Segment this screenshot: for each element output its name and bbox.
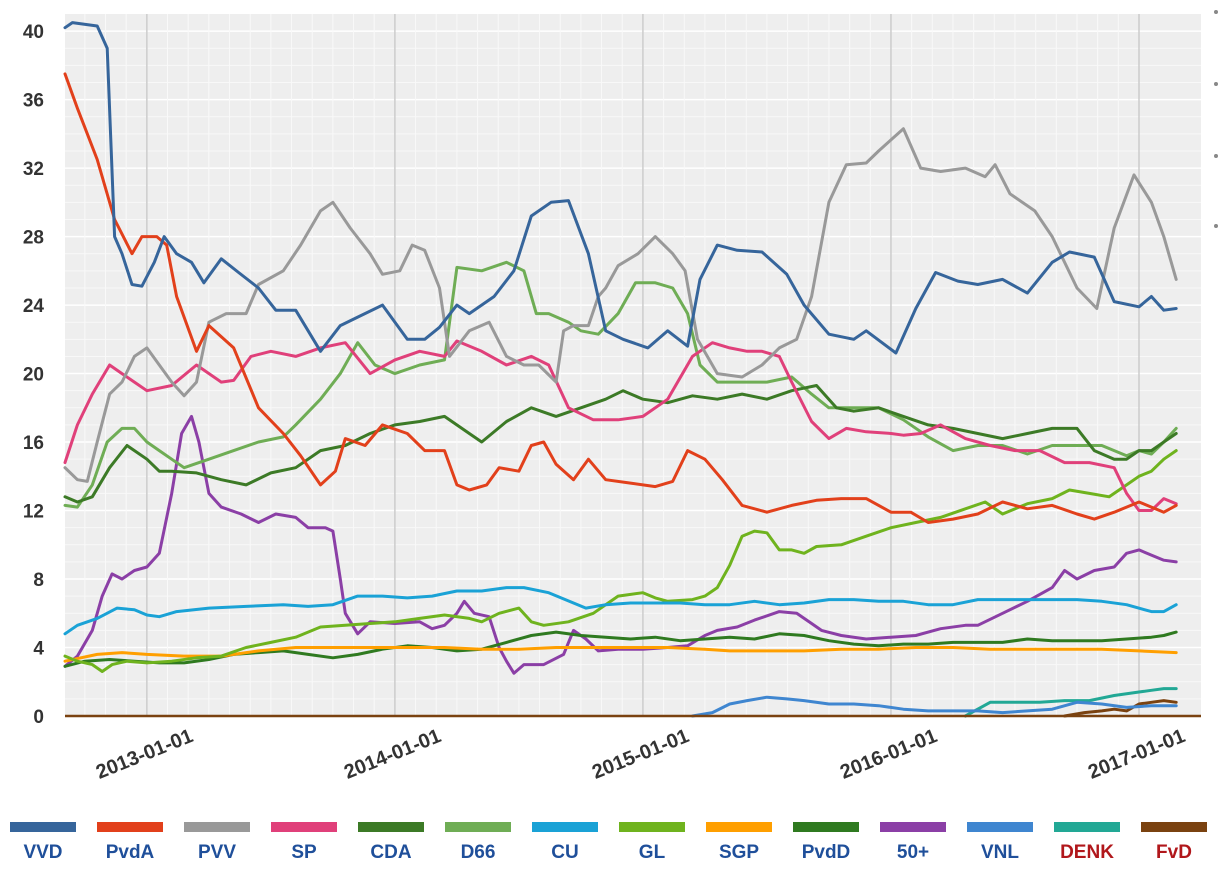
series-line-denk [963,687,1178,718]
legend-label: DENK [1060,842,1114,863]
legend-item-pvdd[interactable]: PvdD [791,822,861,864]
legend-swatch [967,822,1033,832]
legend-label: CDA [370,842,412,863]
legend-swatch [793,822,859,832]
legend-item-pvda[interactable]: PvdA [95,822,165,864]
x-tick-label: 2015-01-01 [589,725,692,784]
legend-swatch [619,822,685,832]
legend-label: PvdD [801,842,851,863]
series-line-vvd [63,21,1178,355]
legend-swatch [1141,822,1207,832]
line-chart: 0 4 8 12 16 20 24 28 32 36 40 2013-01-01 2014-01-01 2… [23,10,1218,784]
edge-dot [1214,82,1218,86]
edge-dot [1214,154,1218,158]
legend-swatch [445,822,511,832]
series-line-vnl [691,695,1178,718]
legend-label: SGP [718,842,760,863]
y-tick-label: 36 [23,91,44,112]
edge-dot [1214,224,1218,228]
legend-label: PVV [197,842,237,863]
legend-item-50[interactable]: 50+ [878,822,948,864]
legend-item-sgp[interactable]: SGP [704,822,774,864]
y-tick-label: 4 [33,639,44,660]
x-tick-label: 2013-01-01 [93,725,196,784]
legend-label: CU [551,842,579,863]
legend-label: VVD [23,842,63,863]
gridlines [65,14,1201,717]
legend-item-cda[interactable]: CDA [356,822,426,864]
legend-swatch [880,822,946,832]
legend-item-pvv[interactable]: PVV [182,822,252,864]
legend-swatch [532,822,598,832]
legend-swatch [97,822,163,832]
legend: VVD PvdA PVV SP CDA D66 CU GL SGP PvdD 50+ VNL DENK F… [8,822,1218,872]
y-tick-label: 24 [23,296,45,317]
y-tick-label: 28 [23,228,44,249]
legend-swatch [10,822,76,832]
legend-swatch [184,822,250,832]
series-line-cda [63,384,1178,504]
legend-label: SP [291,842,317,863]
series-line-gl [63,449,1178,673]
x-tick-label: 2016-01-01 [837,725,940,784]
series-line-50 [63,414,1178,675]
legend-label: VNL [981,842,1019,863]
legend-item-denk[interactable]: DENK [1052,822,1122,864]
legend-swatch [358,822,424,832]
x-tick-label: 2014-01-01 [341,725,444,784]
y-tick-label: 40 [23,22,44,43]
series-lines [63,21,1201,718]
y-tick-label: 12 [23,502,44,523]
plot-background [65,14,1201,716]
legend-label: GL [638,842,666,863]
legend-label: D66 [460,842,496,863]
series-line-pvv [63,127,1178,483]
y-tick-label: 16 [23,433,44,454]
legend-swatch [1054,822,1120,832]
edge-dot [1214,10,1218,14]
legend-label: PvdA [105,842,155,863]
legend-swatch [271,822,337,832]
series-line-pvda [63,72,1178,524]
series-line-fvd [1063,699,1178,718]
y-tick-label: 20 [23,365,44,386]
right-edge-markers [1214,10,1218,228]
series-line-cu [63,586,1178,636]
legend-item-gl[interactable]: GL [617,822,687,864]
legend-item-cu[interactable]: CU [530,822,600,864]
x-tick-label: 2017-01-01 [1085,725,1188,784]
legend-item-vnl[interactable]: VNL [965,822,1035,864]
y-tick-label: 0 [33,707,44,728]
legend-item-d66[interactable]: D66 [443,822,513,864]
legend-item-fvd[interactable]: FvD [1139,822,1209,864]
legend-swatch [706,822,772,832]
legend-label: FvD [1156,842,1192,863]
y-tick-label: 32 [23,159,44,180]
legend-item-sp[interactable]: SP [269,822,339,864]
series-line-sp [63,339,1178,512]
y-tick-label: 8 [33,570,44,591]
legend-item-vvd[interactable]: VVD [8,822,78,864]
legend-label: 50+ [896,842,930,863]
